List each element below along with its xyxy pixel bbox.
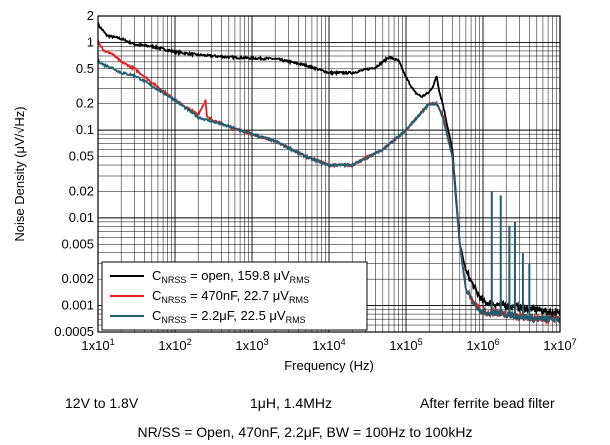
- x-tick-label: 1x105: [389, 337, 422, 353]
- noise-density-chart: 2 1 0.5 0.2 0.1 0.05 0.02 0.01 0.005 0.002 0.001 0.…: [12, 8, 577, 373]
- x-tick-label: 1x103: [235, 337, 268, 353]
- legend-label: CNRSS = open, 159.8 μVRMS: [152, 268, 310, 285]
- y-tick-label: 0.005: [61, 236, 94, 251]
- x-axis-label: Frequency (Hz): [284, 358, 374, 373]
- x-tick-label: 1x104: [312, 337, 345, 353]
- legend-label: CNRSS = 2.2μF, 22.5 μVRMS: [152, 308, 306, 325]
- series-line-3: [98, 58, 560, 324]
- y-tick-label: 0.01: [69, 210, 94, 225]
- y-tick-label: 1: [87, 34, 94, 49]
- y-tick-label: 2: [87, 8, 94, 23]
- y-tick-label: 0.002: [61, 271, 94, 286]
- condition-filter: After ferrite bead filter: [420, 395, 555, 411]
- y-tick-label: 0.2: [76, 96, 94, 111]
- condition-voltage: 12V to 1.8V: [65, 395, 139, 411]
- y-tick-label: 0.02: [69, 183, 94, 198]
- series-layer: [98, 22, 560, 326]
- legend-label: CNRSS = 470nF, 22.7 μVRMS: [152, 288, 309, 305]
- y-tick-label: 0.5: [76, 61, 94, 76]
- y-tick-label: 0.05: [69, 149, 94, 164]
- x-tick-label: 1x102: [158, 337, 191, 353]
- y-axis-label: Noise Density (μV/√Hz): [12, 106, 27, 241]
- y-tick-label: 0.0005: [54, 324, 94, 339]
- y-axis-ticks: 2 1 0.5 0.2 0.1 0.05 0.02 0.01 0.005 0.002 0.001 0.…: [54, 8, 94, 339]
- y-tick-label: 0.001: [61, 298, 94, 313]
- legend-box: [101, 261, 368, 331]
- plot-frame: [97, 15, 561, 333]
- condition-inductor: 1μH, 1.4MHz: [250, 395, 332, 411]
- footer-caption: NR/SS = Open, 470nF, 2.2μF, BW = 100Hz t…: [137, 424, 473, 440]
- x-tick-label: 1x101: [81, 337, 114, 353]
- x-axis-ticks: 1x101 1x102 1x103 1x104 1x105 1x106 1x107: [81, 337, 576, 353]
- y-tick-label: 0.1: [76, 122, 94, 137]
- x-tick-label: 1x107: [543, 337, 576, 353]
- legend: CNRSS = open, 159.8 μVRMS CNRSS = 470nF, …: [101, 261, 368, 331]
- series-line-1: [98, 22, 560, 319]
- x-tick-label: 1x106: [466, 337, 499, 353]
